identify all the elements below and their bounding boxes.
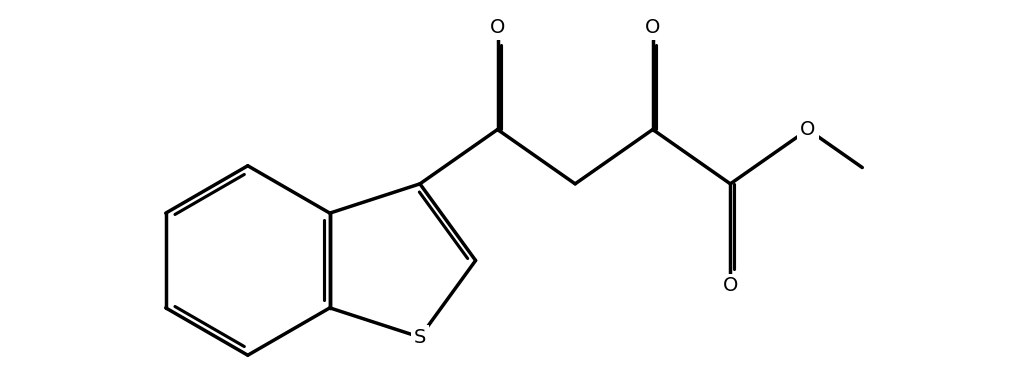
Text: O: O <box>489 18 505 37</box>
Text: O: O <box>645 18 660 37</box>
Text: O: O <box>723 277 738 296</box>
Text: S: S <box>413 328 427 347</box>
Text: O: O <box>800 120 815 139</box>
